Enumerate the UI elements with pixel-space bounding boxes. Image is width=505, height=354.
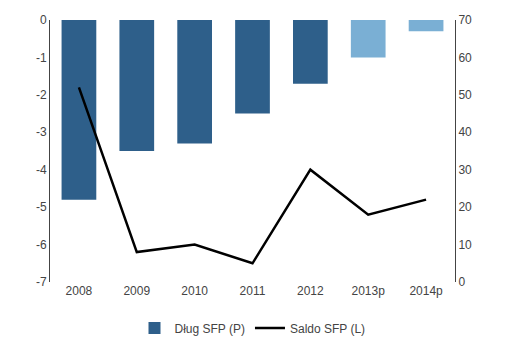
svg-text:2008: 2008 xyxy=(66,284,93,298)
svg-text:Dług SFP (P): Dług SFP (P) xyxy=(175,322,245,336)
svg-text:30: 30 xyxy=(458,163,472,177)
svg-text:-6: -6 xyxy=(36,238,47,252)
svg-text:2011: 2011 xyxy=(240,284,266,298)
svg-text:10: 10 xyxy=(458,238,472,252)
svg-text:-2: -2 xyxy=(36,88,47,102)
svg-text:2012: 2012 xyxy=(297,284,324,298)
svg-text:2013p: 2013p xyxy=(352,284,386,298)
svg-text:60: 60 xyxy=(458,51,472,65)
svg-text:70: 70 xyxy=(458,13,472,27)
svg-text:40: 40 xyxy=(458,125,472,139)
svg-text:-4: -4 xyxy=(36,163,47,177)
svg-text:2010: 2010 xyxy=(181,284,208,298)
svg-text:-3: -3 xyxy=(36,125,47,139)
svg-text:-1: -1 xyxy=(36,51,47,65)
svg-text:50: 50 xyxy=(458,88,472,102)
svg-text:2014p: 2014p xyxy=(409,284,443,298)
svg-text:Saldo SFP (L): Saldo SFP (L) xyxy=(290,322,365,336)
svg-text:20: 20 xyxy=(458,200,472,214)
svg-text:-5: -5 xyxy=(36,200,47,214)
svg-text:2009: 2009 xyxy=(123,284,150,298)
svg-text:0: 0 xyxy=(458,275,465,289)
svg-text:0: 0 xyxy=(40,13,47,27)
svg-text:-7: -7 xyxy=(36,275,47,289)
